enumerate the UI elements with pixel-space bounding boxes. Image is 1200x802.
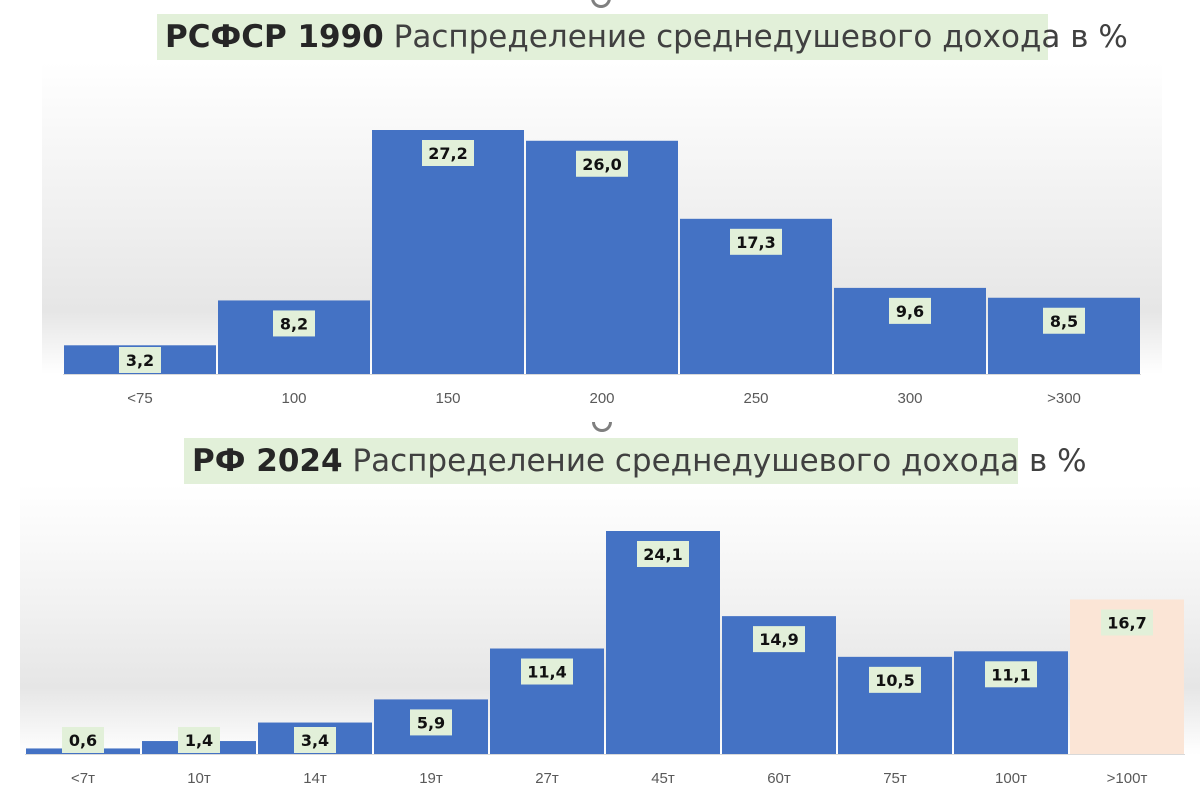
chart2024-data-label-1: 1,4: [185, 731, 213, 750]
chart2024-data-label-6: 14,9: [759, 630, 798, 649]
chart2-title: РФ 2024 Распределение среднедушевого дох…: [184, 438, 1087, 484]
chart1990-data-label-1: 8,2: [280, 314, 308, 333]
chart2024-tick-label-5: 45т: [651, 770, 675, 787]
chart2-title-rest: Распределение среднедушевого дохода в %: [352, 443, 1087, 479]
chart2024-data-label-5: 24,1: [643, 545, 682, 564]
chart2024-tick-label-1: 10т: [187, 770, 211, 787]
chart2024-data-label-bg-1: [178, 727, 220, 753]
chart1990-tick-label-1: 100: [281, 390, 306, 407]
chart1990-tick-label-6: >300: [1047, 390, 1081, 407]
chart2024-data-label-bg-5: [637, 541, 689, 567]
chart2024-data-label-4: 11,4: [527, 663, 566, 682]
chart-2024: 0,6 <7т 1,4 10т 3,4 14т 5,9 19т 11,4 27т 24,1 45т 14…: [20, 485, 1200, 787]
chart2024-tick-label-9: >100т: [1107, 770, 1148, 787]
chart1990-data-label-5: 9,6: [896, 302, 924, 321]
chart1990-tick-label-3: 200: [589, 390, 614, 407]
chart2024-bar-5: [606, 531, 720, 754]
chart1990-data-label-4: 17,3: [736, 233, 775, 252]
chart1990-data-label-bg-0: [119, 347, 161, 373]
chart1990-data-label-0: 3,2: [126, 351, 154, 370]
chart1990-bar-3: [526, 140, 678, 374]
chart2024-tick-label-7: 75т: [883, 770, 907, 787]
chart-1990: 3,2 <75 8,2 100 27,2 150 26,0 200 17,3 250 9,6 300 8…: [42, 62, 1162, 407]
chart1990-data-label-bg-4: [730, 228, 782, 255]
chart1990-data-label-bg-2: [422, 140, 474, 166]
chart1990-data-label-3: 26,0: [582, 155, 621, 174]
chart2024-data-label-9: 16,7: [1107, 613, 1146, 632]
chart2024-data-label-bg-7: [869, 666, 921, 693]
chart2024-tick-label-4: 27т: [535, 770, 559, 787]
chart1990-data-label-bg-3: [576, 150, 628, 177]
chart1990-data-label-bg-6: [1043, 307, 1085, 334]
chart1990-data-label-bg-1: [273, 310, 315, 337]
chart1990-data-label-6: 8,5: [1050, 312, 1078, 331]
chart2024-data-label-bg-8: [985, 661, 1037, 688]
chart2024-data-label-bg-6: [753, 626, 805, 653]
chart1990-tick-label-5: 300: [897, 390, 922, 407]
chart2024-tick-label-0: <7т: [71, 770, 95, 787]
chart2024-data-label-bg-0: [62, 727, 104, 753]
chart2024-data-label-2: 3,4: [301, 731, 329, 750]
chart2024-data-label-3: 5,9: [417, 713, 445, 732]
chart1990-bar-2: [372, 130, 524, 374]
chart2024-data-label-7: 10,5: [875, 671, 914, 690]
chart2024-data-label-0: 0,6: [69, 731, 97, 750]
chart1-title-bold: РСФСР 1990: [165, 19, 384, 55]
chart1990-data-label-2: 27,2: [428, 144, 467, 163]
chart2024-data-label-bg-3: [410, 709, 452, 736]
handle-icon: [592, 422, 612, 432]
chart1990-tick-label-4: 250: [743, 390, 768, 407]
chart2024-tick-label-6: 60т: [767, 770, 791, 787]
chart2024-tick-label-8: 100т: [995, 770, 1027, 787]
chart2024-data-label-bg-4: [521, 658, 573, 685]
chart2-title-bold: РФ 2024: [192, 443, 343, 479]
chart2024-data-label-bg-9: [1101, 609, 1153, 636]
chart1990-tick-label-0: <75: [127, 390, 152, 407]
chart1-title-rest: Распределение среднедушевого дохода в %: [393, 19, 1128, 55]
chart2024-data-label-bg-2: [294, 727, 336, 753]
chart2024-data-label-8: 11,1: [991, 665, 1030, 684]
chart2024-tick-label-2: 14т: [303, 770, 327, 787]
chart1-title: РСФСР 1990 Распределение среднедушевого …: [157, 14, 1128, 60]
chart1990-tick-label-2: 150: [435, 390, 460, 407]
chart1990-data-label-bg-5: [889, 297, 931, 324]
chart2024-tick-label-3: 19т: [419, 770, 443, 787]
